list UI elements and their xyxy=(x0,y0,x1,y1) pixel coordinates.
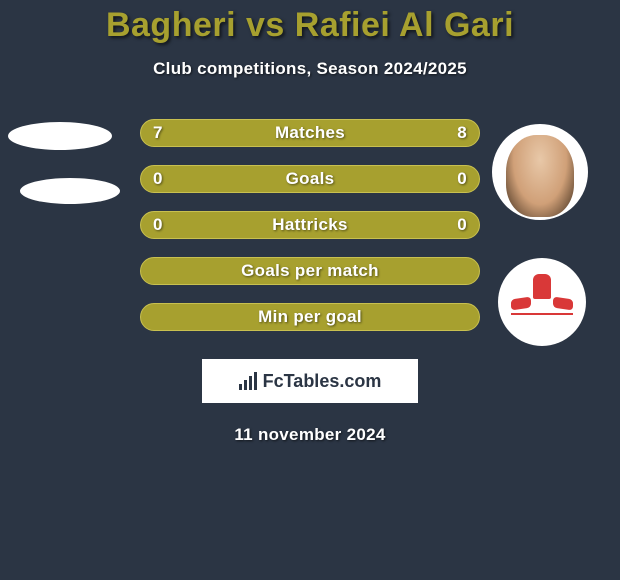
stat-right-value: 8 xyxy=(457,123,467,143)
stat-label: Hattricks xyxy=(272,215,347,235)
stat-left-value: 0 xyxy=(153,169,163,189)
stat-bar: 0 Goals 0 xyxy=(140,165,480,193)
stat-bar: 7 Matches 8 xyxy=(140,119,480,147)
player-right-avatar xyxy=(492,124,588,220)
player-left-avatar-shape-1 xyxy=(8,122,112,150)
stat-left-value: 0 xyxy=(153,215,163,235)
fctables-logo: FcTables.com xyxy=(202,359,418,403)
club-right-badge xyxy=(498,258,586,346)
stat-label: Matches xyxy=(275,123,345,143)
stat-bar: 0 Hattricks 0 xyxy=(140,211,480,239)
bar-chart-icon xyxy=(239,372,257,390)
stat-label: Min per goal xyxy=(258,307,362,327)
player-face-icon xyxy=(506,135,573,217)
logo-text: FcTables.com xyxy=(263,371,382,392)
player-left-avatar-shape-2 xyxy=(20,178,120,204)
page-title: Bagheri vs Rafiei Al Gari xyxy=(0,0,620,45)
stat-label: Goals xyxy=(286,169,335,189)
date-text: 11 november 2024 xyxy=(0,425,620,445)
stat-right-value: 0 xyxy=(457,215,467,235)
stat-bar: Min per goal xyxy=(140,303,480,331)
subtitle: Club competitions, Season 2024/2025 xyxy=(0,59,620,79)
stat-label: Goals per match xyxy=(241,261,379,281)
stat-right-value: 0 xyxy=(457,169,467,189)
club-emblem-icon xyxy=(511,271,573,333)
stat-bar: Goals per match xyxy=(140,257,480,285)
stat-left-value: 7 xyxy=(153,123,163,143)
